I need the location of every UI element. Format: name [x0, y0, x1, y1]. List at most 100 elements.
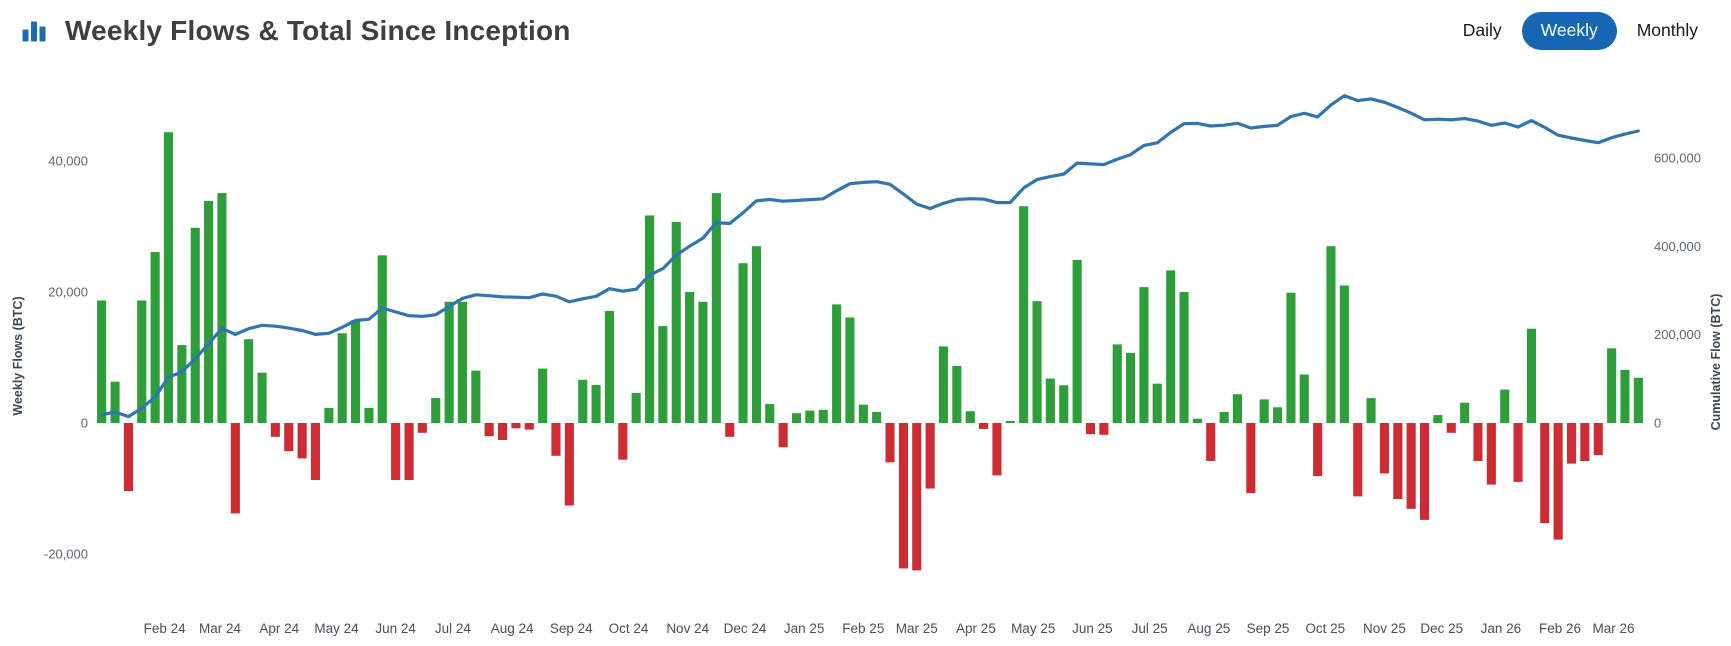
flow-bar [564, 423, 574, 506]
month-label: Nov 25 [1363, 621, 1406, 636]
flow-bar [551, 423, 561, 456]
month-label: Jun 24 [375, 621, 416, 636]
flow-bar [377, 255, 387, 423]
flow-bar [471, 370, 481, 423]
flow-bar [1540, 423, 1550, 524]
month-label: May 24 [314, 621, 359, 636]
flow-bar [417, 423, 427, 433]
flow-bar [1313, 423, 1323, 477]
month-label: Mar 26 [1592, 621, 1634, 636]
flow-bar [1152, 383, 1162, 423]
flow-bar [711, 193, 721, 423]
flow-bar [631, 392, 641, 423]
flow-bar [1633, 377, 1643, 423]
flow-bar [364, 407, 374, 423]
flow-bar [1085, 423, 1095, 435]
flow-bar [1139, 287, 1149, 423]
month-label: Jan 25 [784, 621, 825, 636]
flow-bar [1299, 374, 1309, 423]
flow-bar [1620, 369, 1630, 423]
flow-bar [685, 292, 695, 423]
flow-bar [832, 304, 842, 423]
flow-bar [1099, 423, 1109, 435]
flow-bar [1553, 423, 1563, 540]
flow-bar [965, 411, 975, 423]
flow-bar [444, 301, 454, 423]
flow-bar [484, 423, 494, 437]
flow-bar [190, 227, 200, 423]
flow-bar [1326, 246, 1336, 423]
flow-bar [150, 252, 160, 423]
flow-bar [925, 423, 935, 489]
right-tick-label: 0 [1654, 416, 1661, 431]
flow-bar [1192, 418, 1202, 423]
flow-bar [1166, 270, 1176, 423]
flow-bar [671, 221, 681, 423]
flow-bar [845, 317, 855, 423]
month-label: Apr 24 [259, 621, 299, 636]
flow-bar [230, 423, 240, 514]
flow-bar [1339, 285, 1349, 423]
flow-bar [952, 366, 962, 423]
flow-bar [351, 320, 361, 423]
flow-bar [1045, 378, 1055, 423]
flow-bar [1607, 348, 1617, 423]
daily-button[interactable]: Daily [1450, 14, 1515, 48]
right-axis-title: Cumulative Flow (BTC) [1709, 294, 1723, 431]
month-label: Sep 25 [1247, 621, 1290, 636]
flow-bar [1286, 292, 1296, 423]
left-tick-label: 20,000 [48, 285, 88, 300]
month-label: Feb 25 [842, 621, 884, 636]
month-label: Dec 25 [1420, 621, 1463, 636]
flow-bar [618, 423, 628, 460]
flow-bar [1259, 399, 1269, 423]
flow-bar [457, 301, 467, 423]
flow-bar [1460, 402, 1470, 423]
flow-bar [1353, 423, 1363, 497]
right-axis-ticks: 600,000 400,000 200,000 0 [1654, 151, 1701, 431]
flow-bar [1112, 344, 1122, 423]
flow-bar [538, 368, 548, 423]
flow-bar [1126, 352, 1136, 423]
flow-bar [858, 404, 868, 423]
flow-bar [1513, 423, 1523, 482]
left-tick-label: -20,000 [44, 547, 88, 562]
month-label: Feb 24 [144, 621, 187, 636]
flow-bar [885, 423, 895, 463]
flow-bar [1206, 423, 1216, 461]
right-tick-label: 400,000 [1654, 239, 1701, 254]
flow-bar [110, 381, 120, 423]
flow-bar [1446, 423, 1456, 433]
flow-bar [337, 333, 347, 423]
flow-bar [1273, 407, 1283, 423]
flow-bar [1580, 423, 1590, 461]
flow-bar [898, 423, 908, 569]
chart-header: Weekly Flows & Total Since Inception Dai… [0, 0, 1731, 62]
flow-bar [324, 407, 334, 423]
flow-bar [297, 423, 307, 459]
flow-bar [284, 423, 294, 452]
flow-bar [1019, 206, 1029, 423]
flow-bar [765, 404, 775, 423]
flow-bar [1500, 389, 1510, 423]
month-label: Jun 25 [1072, 621, 1113, 636]
month-label: Sep 24 [550, 621, 593, 636]
flow-bar [1366, 398, 1376, 423]
flow-bar [792, 413, 802, 423]
weekly-button[interactable]: Weekly [1521, 12, 1617, 50]
flow-bar [163, 132, 173, 423]
flow-bar [938, 346, 948, 423]
flow-bar [1593, 423, 1603, 456]
month-label: Dec 24 [724, 621, 767, 636]
month-label: Mar 24 [199, 621, 242, 636]
flow-bar [1567, 423, 1577, 464]
left-tick-label: 0 [81, 416, 88, 431]
flow-bar [992, 423, 1002, 476]
flow-bar [498, 423, 508, 440]
flow-bar [404, 423, 414, 480]
flow-bar [431, 398, 441, 423]
right-tick-label: 200,000 [1654, 327, 1701, 342]
monthly-button[interactable]: Monthly [1624, 14, 1711, 48]
flow-bar [270, 423, 280, 437]
flow-bar [244, 339, 254, 423]
